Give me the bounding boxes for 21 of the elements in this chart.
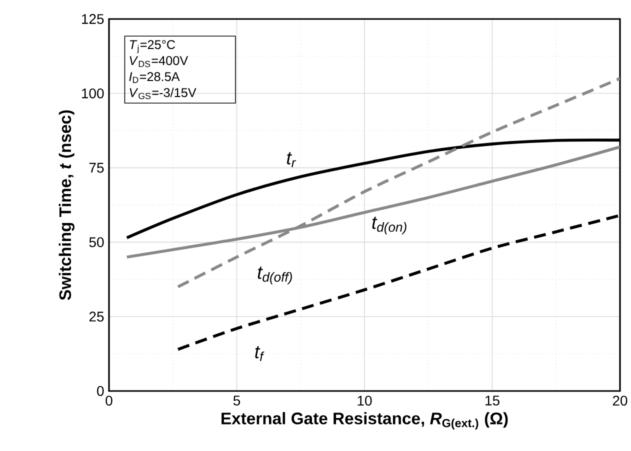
- annotation: V$_{GS}$=-3/15V: [130, 88, 196, 100]
- y-tick-label: 100: [82, 88, 104, 98]
- annotation: V$_{DS}$=400V: [130, 56, 188, 68]
- series-label: t$_{d(on)}$: [372, 216, 406, 234]
- series-label: t$_{f}$: [255, 346, 264, 362]
- x-tick-label: 5: [233, 396, 240, 406]
- x-axis-title: External Gate Resistance, R$_{G(ext.)}$ (Ω): [222, 412, 508, 430]
- series-label: t$_{d(off)}$: [258, 266, 292, 284]
- y-tick-label: 75: [89, 162, 104, 173]
- y-tick-label: 0: [97, 386, 104, 396]
- annotation: T$_{j}$=25°C: [130, 40, 176, 54]
- x-tick-label: 20: [612, 396, 628, 406]
- x-tick-label: 0: [106, 396, 112, 406]
- annotation: I$_{D}$=28.5A: [129, 72, 180, 83]
- x-tick-label: 15: [486, 396, 500, 406]
- series-label: t$_{r}$: [287, 152, 296, 168]
- y-tick-label: 50: [89, 237, 104, 248]
- x-tick-label: 10: [358, 396, 372, 406]
- y-tick-label: 25: [89, 312, 104, 322]
- y-axis-title: Switching Time, t (nsec): [58, 110, 74, 300]
- y-tick-label: 125: [82, 14, 104, 24]
